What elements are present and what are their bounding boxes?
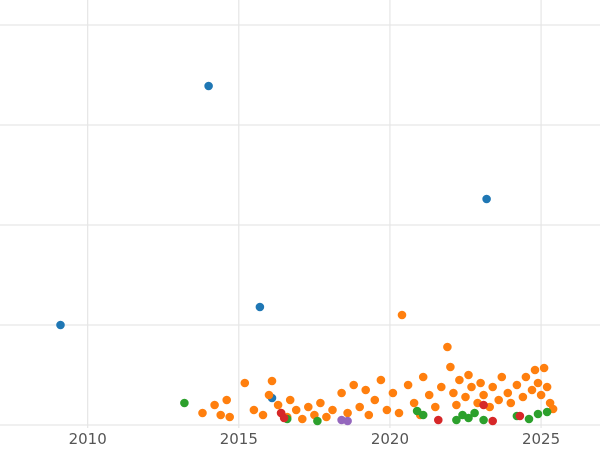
data-point-series-red bbox=[488, 416, 498, 426]
data-point-series-orange bbox=[461, 392, 470, 402]
data-point-series-orange bbox=[225, 412, 234, 422]
data-point-series-orange bbox=[258, 410, 268, 420]
x-tick-label: 2020 bbox=[371, 430, 409, 448]
data-point-series-orange bbox=[443, 342, 452, 352]
data-point-series-orange bbox=[364, 410, 374, 420]
data-point-series-orange bbox=[304, 402, 313, 412]
data-point-series-purple bbox=[343, 416, 352, 426]
data-point-series-orange bbox=[328, 405, 337, 415]
data-point-series-orange bbox=[285, 395, 295, 405]
x-tick-label: 2015 bbox=[220, 430, 258, 448]
data-point-series-orange bbox=[455, 375, 464, 385]
data-point-series-blue bbox=[56, 320, 65, 330]
data-point-series-orange bbox=[488, 382, 498, 392]
data-point-series-orange bbox=[409, 398, 419, 408]
data-point-series-green bbox=[533, 409, 543, 419]
data-point-series-green bbox=[180, 398, 189, 408]
data-point-series-orange bbox=[337, 388, 346, 398]
data-point-series-orange bbox=[506, 398, 516, 408]
data-point-series-green bbox=[470, 408, 479, 418]
data-point-series-orange bbox=[316, 398, 325, 408]
data-point-series-red bbox=[279, 413, 289, 423]
data-point-series-orange bbox=[494, 395, 504, 405]
data-point-series-orange bbox=[216, 410, 225, 420]
data-point-series-orange bbox=[479, 390, 488, 400]
data-point-series-red bbox=[479, 400, 488, 410]
data-point-series-orange bbox=[370, 395, 380, 405]
data-point-series-orange bbox=[249, 405, 259, 415]
data-point-series-orange bbox=[264, 390, 274, 400]
data-point-series-orange bbox=[273, 400, 283, 410]
data-point-series-orange bbox=[512, 380, 522, 390]
data-point-series-orange bbox=[449, 388, 458, 398]
x-tick-label: 2025 bbox=[522, 430, 560, 448]
data-point-series-blue bbox=[255, 302, 265, 312]
data-point-series-orange bbox=[497, 372, 507, 382]
data-point-series-orange bbox=[536, 390, 546, 400]
data-point-series-orange bbox=[467, 382, 476, 392]
data-point-series-orange bbox=[291, 405, 301, 415]
data-point-series-orange bbox=[521, 372, 531, 382]
data-point-series-orange bbox=[446, 362, 455, 372]
data-point-series-orange bbox=[424, 390, 434, 400]
data-point-series-green bbox=[524, 414, 534, 424]
data-point-series-orange bbox=[240, 378, 250, 388]
data-point-series-green bbox=[313, 416, 322, 426]
data-point-series-orange bbox=[503, 388, 513, 398]
data-point-series-red bbox=[434, 415, 443, 425]
data-point-series-orange bbox=[343, 408, 352, 418]
data-point-series-blue bbox=[204, 81, 213, 91]
data-point-series-orange bbox=[539, 363, 549, 373]
data-point-series-orange bbox=[418, 372, 428, 382]
data-point-series-orange bbox=[452, 400, 461, 410]
data-point-series-green bbox=[479, 415, 488, 425]
data-point-series-green bbox=[464, 413, 473, 423]
data-point-series-green bbox=[542, 407, 552, 417]
data-point-series-orange bbox=[349, 380, 359, 390]
data-point-series-orange bbox=[431, 402, 440, 412]
data-point-series-orange bbox=[542, 382, 552, 392]
data-point-series-orange bbox=[530, 365, 540, 375]
data-point-series-orange bbox=[397, 310, 407, 320]
data-point-series-orange bbox=[527, 385, 537, 395]
data-point-series-orange bbox=[210, 400, 219, 410]
data-point-series-orange bbox=[222, 395, 231, 405]
data-point-series-orange bbox=[198, 408, 207, 418]
data-point-series-green bbox=[418, 410, 428, 420]
data-point-series-orange bbox=[403, 380, 413, 390]
data-point-series-orange bbox=[267, 376, 277, 386]
data-point-series-orange bbox=[322, 412, 331, 422]
x-tick-label: 2010 bbox=[69, 430, 107, 448]
data-point-series-orange bbox=[394, 408, 404, 418]
data-point-series-orange bbox=[376, 375, 386, 385]
data-point-series-orange bbox=[437, 382, 446, 392]
data-point-series-orange bbox=[464, 370, 473, 380]
data-point-series-orange bbox=[361, 385, 371, 395]
data-point-series-blue bbox=[482, 194, 491, 204]
data-point-series-red bbox=[515, 411, 525, 421]
data-point-series-orange bbox=[355, 402, 365, 412]
data-point-series-orange bbox=[298, 414, 307, 424]
data-point-series-orange bbox=[388, 388, 398, 398]
data-point-series-orange bbox=[476, 378, 485, 388]
data-point-series-orange bbox=[533, 378, 543, 388]
data-point-series-green bbox=[412, 406, 422, 416]
data-point-series-orange bbox=[382, 405, 392, 415]
data-point-series-orange bbox=[518, 392, 528, 402]
data-point-series-green bbox=[452, 415, 461, 425]
